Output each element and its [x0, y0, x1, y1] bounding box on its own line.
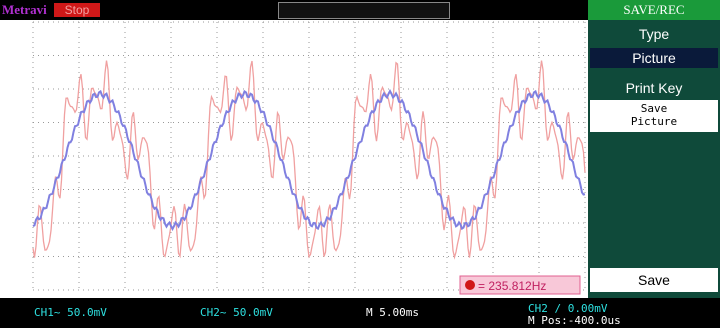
waveform-overview [278, 2, 450, 19]
run-status[interactable]: Stop [54, 3, 100, 17]
brand: Metravi [2, 2, 47, 18]
menu-button[interactable]: Save [590, 268, 718, 292]
frequency-readout: = 235.812Hz [478, 279, 546, 293]
ch1-icon [465, 280, 475, 290]
page: Metravi Stop = 235.812Hz SAVE/REC Type P… [0, 0, 720, 328]
menu-title: SAVE/REC [588, 0, 720, 20]
menu-label: Print Key [588, 80, 720, 96]
timebase: M 5.00ms [366, 306, 419, 319]
menu-value[interactable]: Picture [590, 48, 718, 68]
ch2-scale: CH2~ 50.0mV [200, 306, 273, 319]
scope-screen: = 235.812Hz [0, 20, 588, 298]
menu-label: Type [588, 26, 720, 42]
top-bar: Metravi Stop [0, 0, 588, 20]
ch1-scale: CH1~ 50.0mV [34, 306, 107, 319]
side-menu [588, 0, 720, 298]
menu-button[interactable]: Save Picture [590, 100, 718, 132]
position: M Pos:-400.0us [528, 314, 621, 327]
